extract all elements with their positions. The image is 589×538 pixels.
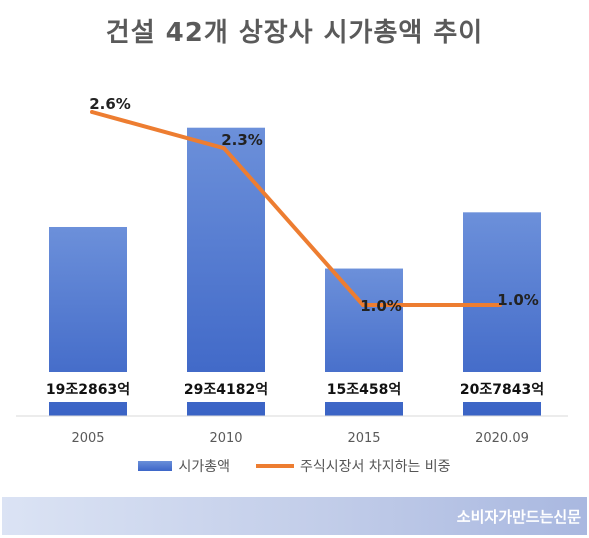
bar-2010 (187, 127, 265, 417)
bar-value-label: 29조4182억 (184, 382, 268, 398)
bar-label-backdrop (181, 372, 271, 402)
line-point (222, 146, 226, 151)
line-value-label: 1.0% (360, 297, 402, 315)
x-tick-label: 2005 (71, 431, 104, 446)
bar-label-backdrop (43, 372, 133, 402)
source-label: 소비자가만드는신문 (456, 508, 581, 526)
legend-line-label: 주식시장서 차지하는 비중 (299, 459, 451, 475)
combo-chart: 2005 2010 2015 2020.09 2.6% 2.3% 1.0% 1.0% 19조… (16, 95, 568, 446)
bar-label-backdrop (457, 372, 547, 402)
share-line (91, 110, 500, 307)
legend-line-swatch (255, 464, 294, 468)
line-point (498, 303, 502, 307)
legend-item-bar: 시가총액 (138, 456, 230, 476)
line-point (361, 303, 365, 307)
line-value-label: 2.3% (221, 131, 263, 149)
line-value-label: 2.6% (89, 95, 131, 113)
bar-label-backdrop (319, 372, 409, 402)
legend-bar-swatch (138, 461, 173, 471)
bar-value-label: 15조458억 (327, 382, 401, 398)
line-value-label: 1.0% (497, 291, 539, 309)
chart-legend: 시가총액 주식시장서 차지하는 비중 (0, 456, 589, 476)
bar-value-label: 20조7843억 (460, 382, 544, 398)
legend-item-line: 주식시장서 차지하는 비중 (255, 456, 451, 476)
x-tick-label: 2020.09 (475, 431, 529, 446)
line-point (90, 110, 94, 114)
chart-title: 건설 42개 상장사 시가총액 추이 (105, 18, 484, 48)
legend-bar-label: 시가총액 (178, 459, 230, 475)
bar-value-label: 19조2863억 (46, 382, 130, 398)
x-tick-label: 2010 (209, 431, 242, 446)
source-banner: 소비자가만드는신문 (2, 497, 587, 535)
x-tick-label: 2015 (347, 431, 380, 446)
